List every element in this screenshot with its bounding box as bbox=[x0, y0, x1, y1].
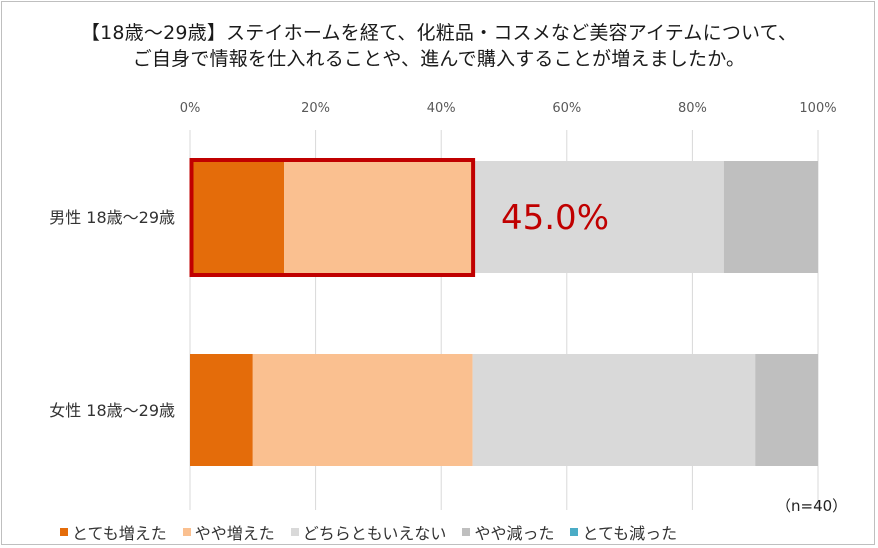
x-tick-label: 80% bbox=[678, 101, 707, 116]
legend-label: やや増えた bbox=[194, 524, 275, 543]
x-tick-label: 0% bbox=[180, 101, 201, 116]
legend-swatch bbox=[570, 528, 579, 536]
legend-label: どちらともいえない bbox=[302, 524, 447, 543]
x-tick-label: 20% bbox=[301, 101, 330, 116]
highlight-box bbox=[189, 158, 476, 277]
highlight-value-label: 45.0% bbox=[501, 198, 609, 238]
category-label: 男性 18歳～29歳 bbox=[49, 208, 175, 227]
legend-label: やや減った bbox=[474, 524, 555, 543]
legend-item: やや減った bbox=[462, 520, 554, 544]
bar-segment bbox=[252, 354, 473, 466]
legend-item: とても減った bbox=[570, 520, 677, 544]
legend-item: とても増えた bbox=[60, 520, 167, 544]
legend-swatch bbox=[182, 528, 191, 536]
legend-swatch bbox=[290, 528, 299, 536]
category-label: 女性 18歳～29歳 bbox=[49, 401, 175, 420]
chart-title-line-2: ご自身で情報を仕入れることや、進んで購入することが増えましたか。 bbox=[132, 48, 746, 70]
sample-size-note: （n=40） bbox=[776, 497, 848, 515]
legend-swatch bbox=[60, 528, 68, 536]
chart-legend: とても増えた やや増えた どちらともいえない やや減った とても減った bbox=[60, 520, 693, 544]
bar-segment bbox=[190, 354, 253, 466]
x-tick-label: 60% bbox=[552, 101, 581, 116]
x-tick-label: 100% bbox=[799, 101, 836, 116]
bar-segment bbox=[472, 161, 724, 273]
legend-item: どちらともいえない bbox=[290, 520, 447, 544]
legend-label: とても減った bbox=[582, 524, 678, 543]
bar-segment bbox=[755, 354, 818, 466]
chart-title-line-1: 【18歳～29歳】ステイホームを経て、化粧品・コスメなど美容アイテムについて、 bbox=[80, 22, 798, 44]
legend-item: やや増えた bbox=[182, 520, 275, 544]
bar-segment bbox=[472, 354, 756, 466]
chart-title: 【18歳～29歳】ステイホームを経て、化粧品・コスメなど美容アイテムについて、 … bbox=[0, 20, 878, 72]
legend-label: とても増えた bbox=[72, 524, 167, 543]
x-tick-label: 40% bbox=[427, 101, 456, 116]
legend-swatch bbox=[462, 528, 471, 536]
bar-segment bbox=[723, 161, 818, 273]
bar-segment bbox=[284, 161, 473, 273]
bar-segment bbox=[190, 161, 285, 273]
